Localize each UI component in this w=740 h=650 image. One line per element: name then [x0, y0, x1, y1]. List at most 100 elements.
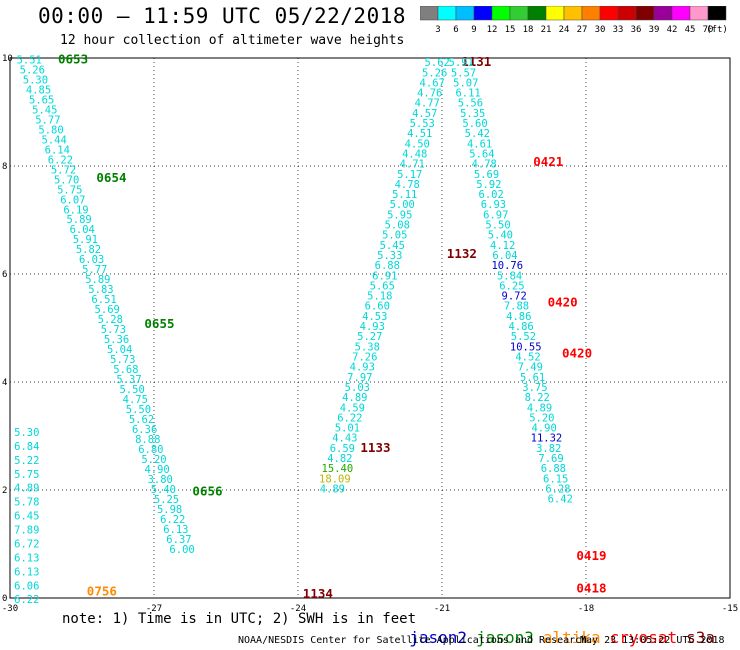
wave-height-value: 10.55 — [510, 341, 542, 353]
wave-height-value: 5.52 — [511, 331, 536, 343]
wave-height-value: 6.88 — [541, 463, 566, 475]
wave-height-value: 6.22 — [48, 154, 73, 166]
wave-height-value: 5.56 — [458, 98, 483, 110]
time-label: 0420 — [548, 294, 578, 309]
wave-height-value: 6.13 — [14, 566, 39, 578]
colorbar-label: 36 — [631, 25, 642, 35]
wave-height-value: 4.89 — [320, 483, 345, 495]
wave-height-value: 5.25 — [154, 494, 179, 506]
wave-height-value: 5.51 — [17, 54, 42, 66]
wave-height-value: 18.09 — [319, 473, 351, 485]
wave-height-value: 11.32 — [531, 433, 563, 445]
wave-height-value: 5.18 — [367, 291, 392, 303]
wave-height-value: 5.62 — [425, 57, 450, 69]
wave-height-value: 4.50 — [405, 138, 430, 150]
wave-height-value: 5.91 — [73, 234, 98, 246]
wave-height-value: 15.40 — [322, 463, 354, 475]
wave-height-value: 6.36 — [132, 424, 157, 436]
wave-height-value: 6.14 — [45, 144, 70, 156]
time-label: 1133 — [360, 440, 390, 455]
wave-height-value: 5.89 — [66, 214, 91, 226]
wave-height-value: 5.72 — [51, 164, 76, 176]
wave-height-value: 6.37 — [166, 534, 191, 546]
wave-height-value: 6.28 — [545, 483, 570, 495]
colorbar-label: 42 — [667, 25, 678, 35]
time-label: 0418 — [576, 581, 606, 596]
wave-height-value: 5.30 — [14, 427, 39, 439]
wave-height-value: 5.50 — [485, 220, 510, 232]
wave-height-value: 5.77 — [82, 264, 107, 276]
colorbar-label: 27 — [577, 25, 588, 35]
wave-height-value: 5.64 — [469, 148, 494, 160]
time-label: 0653 — [58, 51, 88, 66]
wave-height-value: 5.03 — [345, 382, 370, 394]
wave-height-value: 6.51 — [91, 294, 116, 306]
wave-height-value: 6.19 — [63, 204, 88, 216]
wave-height-value: 6.15 — [543, 473, 568, 485]
wave-height-value: 6.88 — [375, 260, 400, 272]
wave-height-value: 5.69 — [95, 304, 120, 316]
wave-height-value: 5.60 — [462, 118, 487, 130]
wave-height-value: 4.76 — [417, 88, 442, 100]
y-tick-label: 10 — [2, 54, 13, 64]
wave-height-value: 5.05 — [382, 230, 407, 242]
wave-height-value: 5.82 — [76, 244, 101, 256]
wave-height-value: 5.70 — [54, 174, 79, 186]
wave-height-value: 4.89 — [527, 402, 552, 414]
wave-height-value: 4.57 — [412, 108, 437, 120]
chart-title: 00:00 – 11:59 UTC 05/22/2018 — [38, 4, 407, 28]
y-tick-label: 8 — [2, 162, 7, 172]
wave-height-value: 5.22 — [14, 455, 39, 467]
wave-height-value: 6.80 — [138, 444, 163, 456]
time-label: 1132 — [447, 246, 477, 261]
time-label: 0656 — [192, 483, 222, 498]
colorbar: 3 6 9 12 15 18 21 24 27 30 33 36 39 42 45 70(ft) — [420, 6, 728, 35]
wave-height-value: 6.22 — [160, 514, 185, 526]
wave-height-value: 7.88 — [504, 301, 529, 313]
wave-height-value: 5.65 — [370, 280, 395, 292]
x-tick-label: -30 — [2, 604, 18, 612]
legend-jason2: jason2 — [409, 628, 468, 647]
colorbar-label: 33 — [613, 25, 624, 35]
wave-height-value: 6.06 — [14, 580, 39, 592]
wave-height-value: 6.42 — [548, 494, 573, 506]
wave-height-value: 6.13 — [14, 552, 39, 564]
colorbar-label: 12 — [487, 25, 498, 35]
wave-height-value: 6.72 — [14, 538, 39, 550]
wave-height-value: 5.28 — [98, 314, 123, 326]
wave-height-value: 6.03 — [79, 254, 104, 266]
wave-height-value: 5.20 — [529, 412, 554, 424]
x-tick-label: -18 — [578, 604, 594, 612]
colorbar-label: 24 — [559, 25, 570, 35]
wave-height-value: 9.72 — [502, 291, 527, 303]
wave-height-value: 7.26 — [352, 352, 377, 364]
time-label: 0420 — [562, 346, 592, 361]
wave-height-value: 5.84 — [497, 270, 522, 282]
wave-height-value: 4.93 — [360, 321, 385, 333]
y-tick-label: 0 — [2, 594, 7, 604]
wave-height-value: 6.13 — [163, 524, 188, 536]
wave-height-value: 5.92 — [476, 179, 501, 191]
colorbar-label: 9 — [471, 25, 476, 35]
legend-cryosat: cryosat — [609, 628, 678, 647]
timestamp-text: May 23 13:05:22 UTC 2018 — [580, 635, 725, 646]
wave-height-value: 4.86 — [508, 321, 533, 333]
wave-height-value: 5.27 — [357, 331, 382, 343]
plot-frame — [9, 57, 731, 599]
wave-height-value: 6.84 — [14, 441, 39, 453]
time-label: 0419 — [576, 548, 606, 563]
wave-height-value: 4.77 — [415, 98, 440, 110]
wave-height-value: 5.35 — [460, 108, 485, 120]
wave-height-value: 4.48 — [402, 148, 427, 160]
legend-s3a: s3a — [686, 628, 715, 647]
x-tick-label: -27 — [146, 604, 162, 612]
wave-height-value: 4.89 — [14, 483, 39, 495]
wave-height-value: 7.97 — [347, 372, 372, 384]
wave-height-value: 5.26 — [422, 67, 447, 79]
wave-height-value: 6.93 — [481, 199, 506, 211]
wave-height-value: 4.75 — [123, 394, 148, 406]
colorbar-label: 6 — [453, 25, 458, 35]
colorbar-unit: (ft) — [706, 25, 728, 35]
wave-height-value: 6.22 — [337, 412, 362, 424]
